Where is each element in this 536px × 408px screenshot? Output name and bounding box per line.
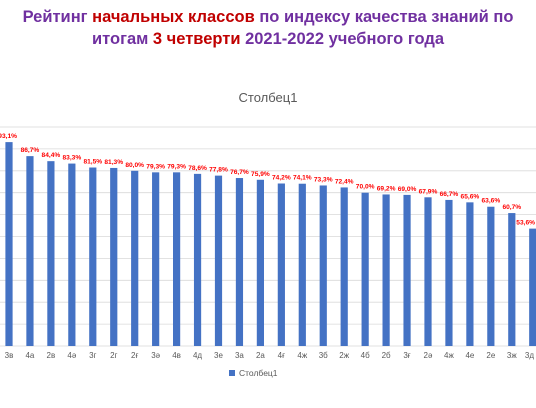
data-label: 66,7%: [440, 191, 459, 198]
category-label: 2е: [486, 351, 495, 360]
category-label: 4б: [361, 351, 370, 360]
bar: [403, 194, 411, 346]
data-label: 74,2%: [272, 175, 291, 182]
data-label: 63,6%: [481, 198, 500, 205]
category-label: 4е: [465, 351, 474, 360]
bar: [26, 156, 34, 346]
category-label: 3ж: [507, 351, 517, 360]
legend: Столбец1: [229, 368, 278, 378]
data-label: 74,1%: [293, 175, 312, 182]
data-label: 72,4%: [335, 178, 354, 185]
heading-part: итогам: [91, 30, 153, 48]
heading-part: Рейтинг: [22, 8, 93, 26]
bar: [110, 167, 118, 346]
bar: [445, 199, 453, 346]
category-label: 2ғ: [131, 351, 138, 360]
category-label: 2в: [47, 351, 56, 360]
bar: [424, 197, 432, 346]
bar: [508, 213, 516, 346]
category-label: 4ж: [297, 351, 307, 360]
bar: [68, 163, 76, 346]
data-label: 80,0%: [125, 162, 144, 169]
category-label: 2а: [256, 351, 265, 360]
category-label: 2г: [110, 351, 117, 360]
bar: [193, 173, 202, 346]
category-label: 3д: [525, 351, 534, 360]
data-label: 84,4%: [42, 152, 61, 159]
bar: [319, 185, 327, 346]
bars: [5, 142, 536, 346]
category-label: 3е: [214, 351, 223, 360]
category-label: 4д: [193, 351, 202, 360]
data-label: 79,3%: [167, 163, 186, 170]
category-label: 4ғ: [278, 351, 285, 360]
bar: [298, 183, 306, 346]
bar: [173, 172, 181, 346]
bar: [89, 167, 97, 346]
data-label: 75,9%: [251, 171, 270, 178]
data-label: 69,0%: [398, 186, 417, 193]
data-label: 65,6%: [461, 193, 480, 200]
bar: [466, 202, 474, 346]
category-label: 3б: [319, 351, 328, 360]
data-label: 73,3%: [314, 176, 333, 183]
heading-line-1: Рейтинг начальных классов по индексу кач…: [0, 6, 536, 28]
heading-line-2: итогам 3 четверти 2021-2022 учебного год…: [0, 28, 536, 50]
heading-part: начальных классов: [92, 8, 255, 26]
chart-title: Столбец1: [239, 90, 298, 105]
data-label: 77,8%: [209, 167, 228, 174]
data-label: 93,1%: [0, 133, 17, 140]
data-label: 81,5%: [83, 159, 102, 166]
category-label: 3ә: [151, 351, 160, 360]
data-label: 79,3%: [146, 163, 165, 170]
heading-part: 2021-2022 учебного года: [240, 30, 445, 48]
category-label: 4а: [25, 351, 34, 360]
category-label: 4в: [172, 351, 181, 360]
bar: [152, 172, 160, 346]
bar: [529, 228, 536, 346]
bar: [277, 183, 285, 346]
category-label: 3г: [89, 351, 96, 360]
data-label: 81,3%: [104, 159, 123, 166]
legend-swatch: [229, 370, 235, 376]
bar: [214, 175, 223, 346]
chart-heading: Рейтинг начальных классов по индексу кач…: [0, 6, 536, 50]
category-label: 3ғ: [403, 351, 410, 360]
heading-part: 3 четверти: [152, 30, 241, 48]
data-label: 67,9%: [419, 188, 438, 195]
data-label: 69,2%: [377, 185, 396, 192]
bar: [382, 194, 390, 346]
bar: [47, 161, 55, 346]
bar: [131, 170, 139, 346]
category-label: 4ә: [67, 351, 76, 360]
data-label: 78,6%: [188, 165, 207, 172]
bar-chart: Столбец1 93,1% 86,7%84,4% 83,3%81,5% 81,3% 8…: [0, 90, 536, 378]
data-label: 83,3%: [62, 155, 81, 162]
category-label: 2ә: [424, 351, 433, 360]
data-label: 70,0%: [356, 184, 375, 191]
data-label: 86,7%: [21, 147, 40, 154]
bar: [235, 178, 244, 346]
data-label: 53,6%: [516, 220, 535, 227]
bar: [256, 179, 264, 346]
category-label: 2б: [382, 351, 391, 360]
bar: [340, 187, 348, 346]
category-label: 4ж: [444, 351, 454, 360]
bar: [487, 206, 495, 346]
data-labels: 93,1%86,7%84,4% 83,3%81,5% 81,3% 80,0% 79,3%…: [0, 133, 535, 227]
data-label: 76,7%: [230, 169, 249, 176]
category-label: 3а: [235, 351, 244, 360]
category-labels: 3в 4а 2в 4ә 3г 2г 2ғ 3ә 4в 4д 3е 3а 2а 4ғ 4ж 3б 2ж 4б 2б 3ғ…: [5, 351, 535, 360]
legend-label: Столбец1: [239, 368, 278, 378]
category-label: 3в: [5, 351, 14, 360]
bar: [5, 142, 13, 346]
heading-part: по индексу качества знаний по: [254, 8, 514, 26]
bar: [361, 192, 369, 346]
category-label: 2ж: [339, 351, 349, 360]
data-label: 60,7%: [502, 204, 521, 211]
